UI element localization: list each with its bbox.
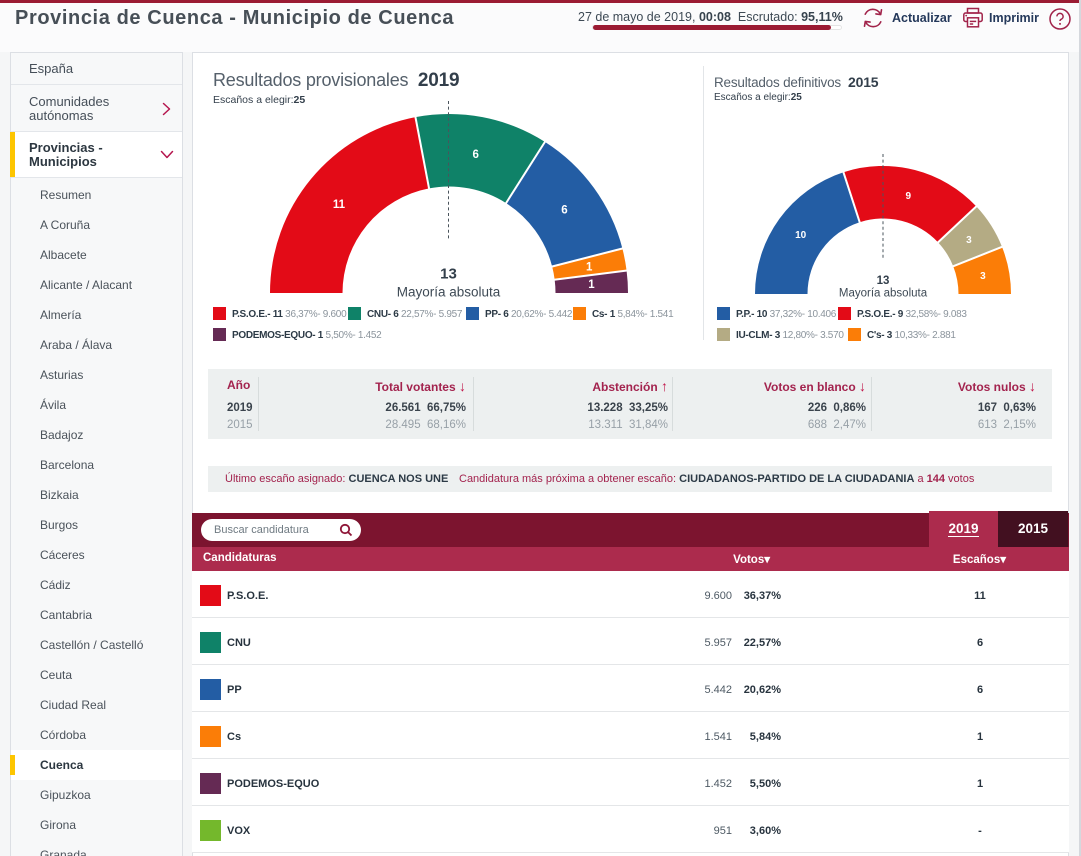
svg-text:1: 1 [586,262,593,274]
svg-text:11: 11 [333,199,346,211]
svg-text:9: 9 [906,191,912,202]
svg-text:3: 3 [980,271,986,282]
svg-text:13: 13 [877,275,890,287]
svg-text:10: 10 [795,230,807,241]
svg-text:6: 6 [561,205,567,217]
svg-text:13: 13 [440,266,457,283]
svg-text:1: 1 [588,279,595,291]
svg-text:6: 6 [472,149,478,161]
svg-text:Mayoría absoluta: Mayoría absoluta [397,285,501,300]
svg-text:3: 3 [966,235,972,246]
svg-text:Mayoría absoluta: Mayoría absoluta [839,288,928,300]
